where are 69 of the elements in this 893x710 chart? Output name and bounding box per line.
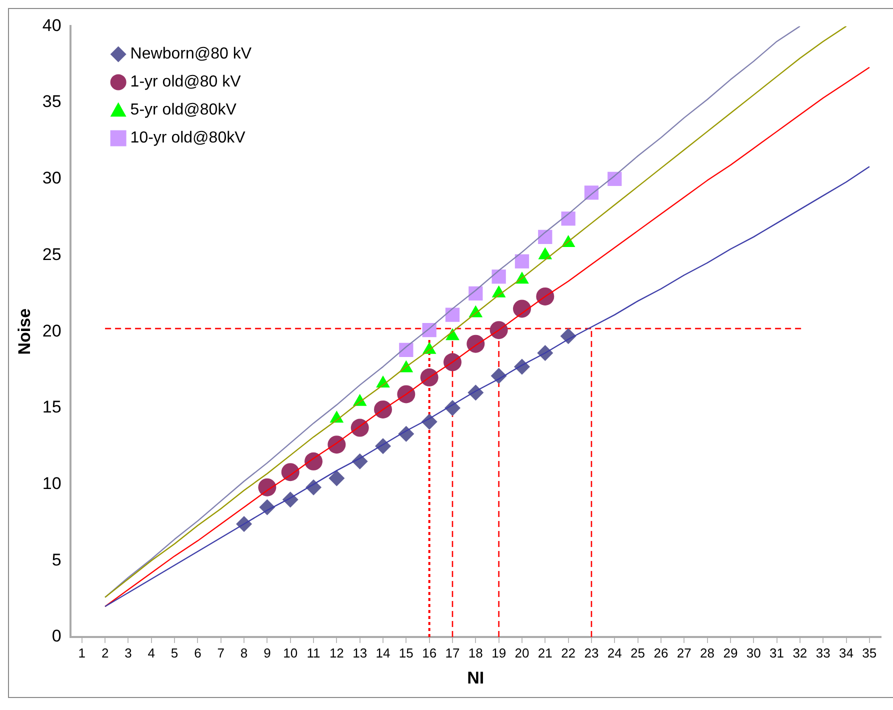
legend-label: 1-yr old@80 kV (130, 74, 242, 91)
x-tick-label: 29 (723, 645, 738, 660)
point (420, 368, 438, 386)
point (492, 270, 506, 284)
x-tick-label: 13 (352, 645, 368, 660)
point (281, 463, 300, 482)
x-tick-label: 3 (124, 645, 132, 660)
x-tick-label: 18 (468, 645, 483, 660)
legend-label: 5-yr old@80kV (130, 102, 237, 119)
point (328, 470, 345, 486)
y-tick-label: 30 (42, 168, 62, 188)
x-tick-label: 2 (101, 645, 109, 660)
x-tick-label: 16 (422, 645, 437, 660)
x-tick-label: 23 (584, 645, 599, 660)
x-tick-label: 31 (770, 645, 784, 660)
point (538, 230, 552, 244)
point (374, 400, 392, 418)
point (258, 478, 276, 496)
point (445, 308, 460, 322)
x-tick-label: 9 (264, 645, 271, 660)
x-tick-label: 20 (514, 645, 530, 660)
x-tick-label: 19 (492, 645, 506, 660)
x-tick-label: 35 (862, 645, 877, 660)
x-axis-title: NI (467, 668, 484, 688)
x-tick-label: 33 (816, 645, 830, 660)
x-tick-label: 1 (78, 645, 86, 660)
legend-label: Newborn@80 kV (130, 46, 252, 63)
x-tick-label: 26 (654, 645, 668, 660)
x-tick-label: 24 (607, 645, 622, 660)
x-tick-label: 25 (630, 645, 646, 660)
y-tick-label: 35 (42, 92, 62, 112)
point (443, 353, 462, 372)
x-tick-label: 11 (306, 645, 320, 660)
y-tick-label: 20 (42, 321, 62, 340)
x-tick-label: 8 (240, 645, 248, 660)
point (512, 300, 531, 318)
x-tick-label: 21 (538, 645, 552, 660)
legend-label: 10-yr old@80kV (130, 130, 246, 147)
x-tick-label: 22 (561, 645, 576, 660)
point (536, 287, 554, 306)
x-tick-label: 17 (445, 645, 460, 660)
point (397, 385, 416, 404)
x-tick-label: 14 (376, 645, 390, 660)
x-tick-label: 32 (792, 645, 808, 660)
y-tick-label: 40 (42, 16, 62, 35)
y-tick-label: 10 (42, 474, 62, 493)
x-tick-label: 4 (148, 645, 155, 660)
x-tick-label: 6 (194, 645, 202, 660)
point (304, 452, 323, 470)
x-tick-label: 10 (283, 645, 298, 660)
x-tick-label: 5 (170, 645, 178, 660)
x-tick-label: 15 (398, 645, 414, 660)
point (328, 436, 346, 454)
point (514, 254, 530, 268)
x-tick-label: 28 (700, 645, 715, 660)
x-tick-label: 34 (839, 645, 854, 660)
x-tick-label: 12 (329, 645, 344, 660)
y-tick-label: 0 (52, 626, 62, 646)
x-tick-label: 27 (676, 645, 692, 660)
y-tick-label: 15 (42, 398, 62, 417)
x-tick-label: 7 (217, 645, 224, 660)
point (561, 212, 576, 226)
y-tick-label: 5 (52, 550, 62, 570)
point (350, 418, 369, 437)
y-tick-label: 25 (42, 244, 62, 264)
x-tick-label: 30 (746, 645, 761, 660)
point (466, 334, 485, 353)
point (490, 321, 508, 340)
y-axis-title: Noise (14, 308, 34, 355)
